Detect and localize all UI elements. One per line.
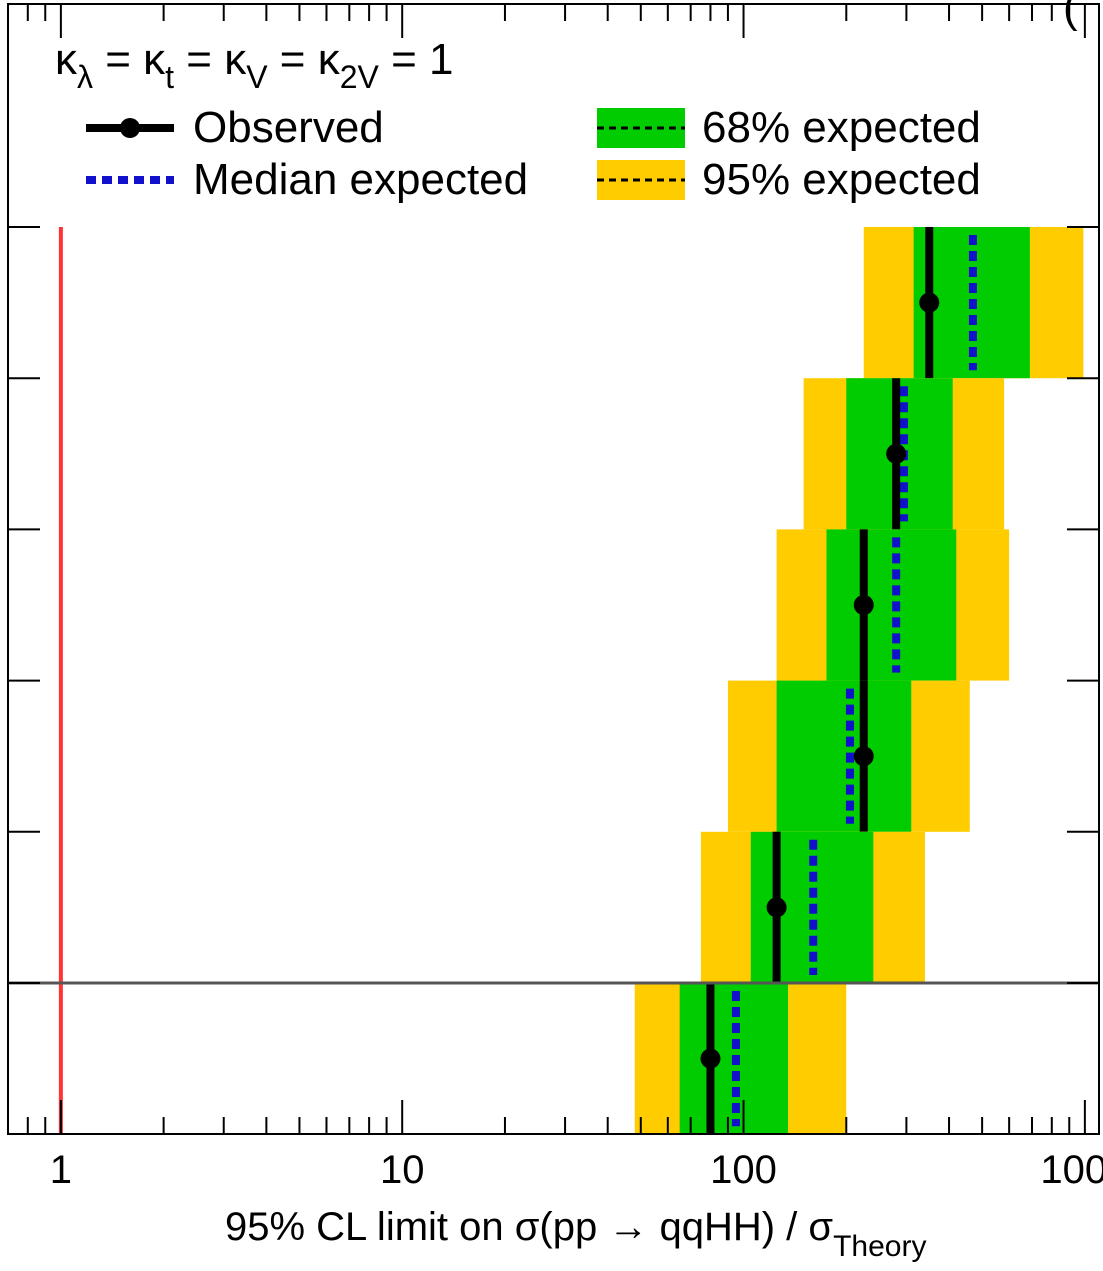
observed-marker-row-2 — [853, 595, 874, 615]
legend-median-label: Median expected — [193, 155, 528, 204]
legend-observed-label: Observed — [193, 103, 384, 152]
legend-header-part: = κ — [174, 35, 247, 84]
x-axis-title-sub: Theory — [833, 1230, 926, 1263]
axis-ticks — [7, 4, 1099, 1134]
x-axis-title: 95% CL limit on σ(pp → qqHH) / σTheory — [225, 1205, 926, 1263]
legend-header-part: λ — [77, 59, 93, 95]
x-tick-label: 1 — [50, 1148, 72, 1192]
legend-68-label: 68% expected — [702, 103, 981, 152]
observed-marker-row-5 — [700, 1048, 721, 1069]
legend-header-part: = κ — [93, 35, 166, 84]
legend-header: κλ = κt = κV = κ2V = 1 — [55, 35, 453, 95]
legend-header-part: = 1 — [379, 35, 454, 84]
legend-header-part: = κ — [268, 35, 341, 84]
legend-header-part: t — [165, 59, 174, 95]
x-axis-title-main: 95% CL limit on σ(pp → qqHH) / σ — [225, 1205, 833, 1249]
band-68-row-3 — [776, 680, 912, 832]
legend-header-part: V — [246, 59, 268, 95]
x-tick-label: 1000 — [1040, 1148, 1103, 1192]
x-tick-label: 10 — [380, 1148, 425, 1192]
observed-marker-row-3 — [853, 746, 874, 767]
legend: Observed Median expected 68% expected 95… — [86, 103, 981, 204]
observed-marker-row-1 — [886, 443, 907, 464]
chart-title-fragment: ( — [1063, 0, 1078, 32]
x-tick-labels: 1 10 100 1000 — [50, 1148, 1103, 1192]
legend-header-part: 2V — [340, 59, 380, 95]
band-68-row-2 — [826, 529, 957, 681]
legend-95-label: 95% expected — [702, 155, 981, 204]
observed-marker-row-0 — [919, 292, 940, 313]
plot-area — [8, 227, 1099, 1135]
observed-marker-row-4 — [766, 897, 787, 918]
plot-frame — [7, 3, 1100, 1135]
legend-observed-marker — [120, 118, 140, 138]
x-tick-label: 100 — [710, 1148, 777, 1192]
legend-header-part: κ — [55, 35, 78, 84]
